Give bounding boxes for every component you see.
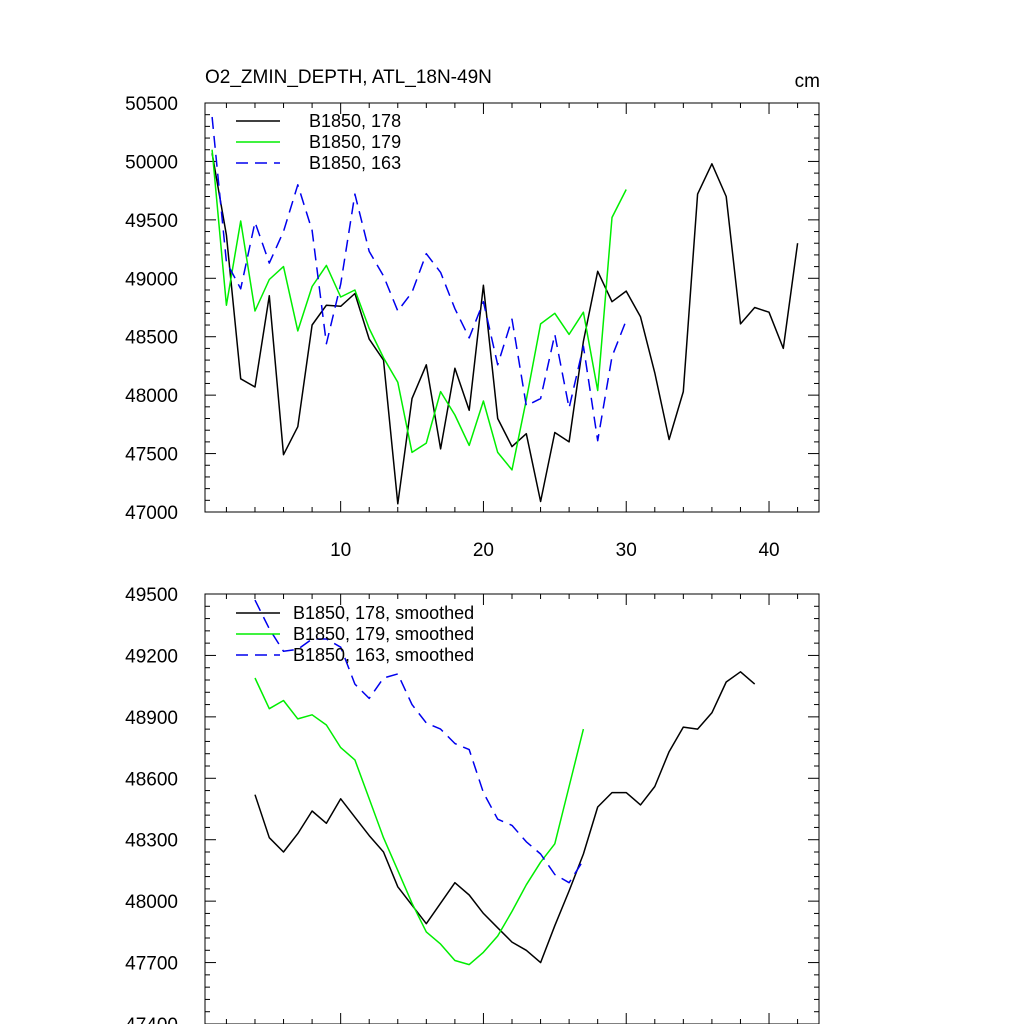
bottom-legend-label-163: B1850, 163, smoothed [293,645,474,665]
top-series-line-179 [211,149,627,471]
top-ytick-label: 48500 [125,328,178,349]
bottom-axis-ticks: 47400 47700 48000 48300 48600 48900 49200 49500 [125,585,819,1024]
bottom-ytick-label: 48900 [125,708,178,729]
bottom-legend-label-179: B1850, 179, smoothed [293,624,474,644]
bottom-ytick-label: 48000 [125,892,178,913]
top-legend-label-163: B1850, 163 [309,153,401,173]
bottom-ytick-label: 49200 [125,646,178,667]
top-ytick-label: 50000 [125,152,178,173]
bottom-ytick-label: 48600 [125,769,178,790]
bottom-legend-label-178: B1850, 178, smoothed [293,603,474,623]
top-legend-label-178: B1850, 178 [309,111,401,131]
top-panel-units: cm [795,71,820,92]
top-ytick-label: 48000 [125,386,178,407]
top-axis-ticks: 47000 47500 48000 48500 49000 49500 50000 50500… [125,94,819,561]
bottom-ytick-label: 47400 [125,1015,178,1024]
top-xtick-label: 10 [330,540,351,561]
top-legend-label-179: B1850, 179 [309,132,401,152]
bottom-series-line-178 [254,671,756,964]
bottom-ytick-label: 48300 [125,831,178,852]
bottom-panel: 47400 47700 48000 48300 48600 48900 49200 49500… [125,585,820,1024]
bottom-plot-frame [204,593,820,1024]
bottom-ytick-label: 47700 [125,954,178,975]
bottom-series-line-163 [254,599,585,884]
top-legend: B1850, 178 B1850, 179 B1850, 163 [236,111,401,173]
top-panel: O2_ZMIN_DEPTH, ATL_18N-49N cm 47000 47500… [125,67,820,561]
top-xtick-label: 30 [616,540,637,561]
top-plot-frame [204,102,820,513]
bottom-series-group [254,599,756,966]
top-ytick-label: 50500 [125,94,178,115]
top-xtick-label: 40 [758,540,779,561]
top-ytick-label: 49000 [125,269,178,290]
top-xtick-label: 20 [473,540,494,561]
top-series-line-163 [211,116,627,442]
top-series-group [211,116,799,505]
top-ytick-label: 47000 [125,503,178,524]
top-ytick-label: 49500 [125,211,178,232]
top-panel-title: O2_ZMIN_DEPTH, ATL_18N-49N [205,67,492,88]
top-ytick-label: 47500 [125,445,178,466]
bottom-series-line-179 [254,677,585,966]
bottom-legend: B1850, 178, smoothed B1850, 179, smoothe… [236,603,474,665]
bottom-ytick-label: 49500 [125,585,178,606]
top-series-line-178 [211,153,799,505]
